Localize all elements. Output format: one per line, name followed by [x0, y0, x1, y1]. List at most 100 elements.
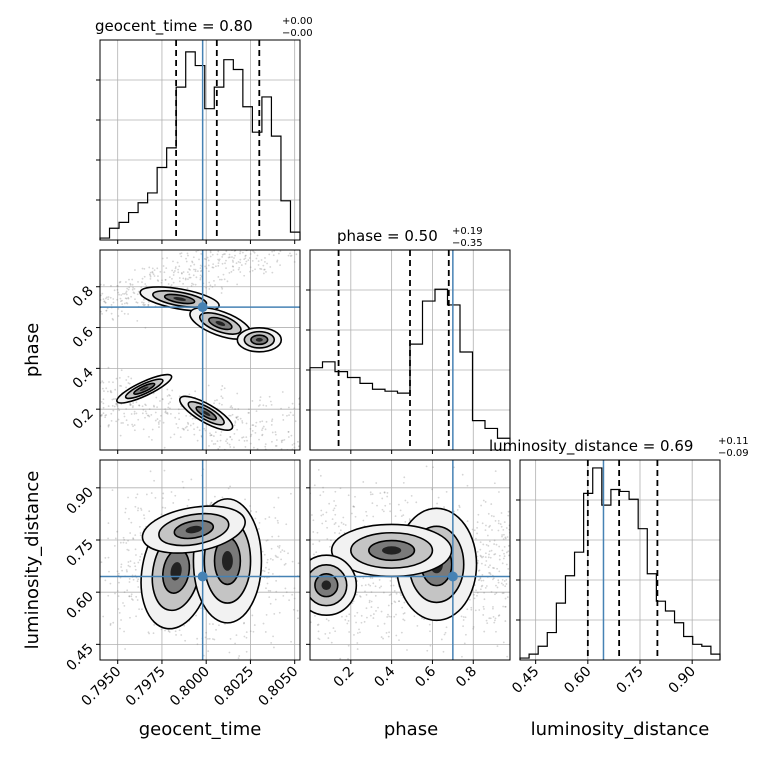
sample-point	[104, 301, 107, 304]
sample-point	[264, 631, 267, 633]
sample-point	[501, 579, 504, 581]
sample-point	[256, 447, 259, 450]
sample-point	[245, 244, 247, 246]
sample-point	[270, 243, 272, 245]
sample-point	[94, 587, 96, 589]
sample-point	[168, 407, 171, 410]
sample-point	[318, 540, 321, 543]
sample-point	[365, 510, 368, 513]
sample-point	[244, 262, 247, 265]
sample-point	[479, 554, 482, 557]
sample-point	[494, 470, 497, 473]
sample-point	[283, 438, 286, 441]
sample-point	[96, 576, 98, 578]
sample-point	[127, 288, 130, 291]
sample-point	[356, 632, 359, 634]
sample-point	[490, 549, 493, 552]
sample-point	[178, 265, 181, 268]
sample-point	[286, 235, 288, 237]
sample-point	[290, 640, 292, 643]
sample-point	[333, 500, 336, 502]
sample-point	[254, 517, 257, 520]
sample-point	[492, 606, 494, 608]
sample-point	[110, 284, 112, 287]
sample-point	[493, 482, 496, 485]
sample-point	[205, 258, 207, 261]
sample-point	[341, 615, 343, 618]
sample-point	[182, 428, 185, 430]
sample-point	[269, 602, 272, 605]
sample-point	[506, 655, 509, 658]
sample-point	[265, 270, 267, 273]
sample-point	[290, 434, 293, 437]
sample-point	[347, 658, 349, 660]
sample-point	[392, 584, 395, 587]
sample-point	[318, 638, 321, 641]
sample-point	[127, 313, 129, 315]
sample-point	[275, 579, 278, 582]
sample-point	[245, 260, 248, 263]
sample-point	[504, 585, 507, 588]
sample-point	[177, 271, 180, 274]
sample-point	[122, 292, 124, 295]
sample-point	[224, 262, 226, 265]
sample-point	[328, 632, 331, 634]
sample-point	[507, 514, 510, 517]
sample-point	[483, 608, 485, 610]
sample-point	[262, 425, 265, 428]
sample-point	[270, 547, 273, 550]
sample-point	[214, 399, 216, 402]
sample-point	[180, 272, 183, 274]
sample-point	[44, 523, 46, 525]
p10-contour-fill-1-3	[215, 320, 226, 326]
sample-point	[393, 600, 396, 603]
sample-point	[138, 525, 141, 528]
sample-point	[192, 422, 195, 425]
sample-point	[257, 451, 259, 453]
sample-point	[139, 534, 142, 537]
sample-point	[229, 446, 232, 448]
sample-point	[260, 246, 262, 248]
sample-point	[117, 418, 120, 421]
ytick-label-phase-2: 0.6	[70, 324, 97, 351]
sample-point	[238, 439, 241, 442]
sample-point	[107, 425, 110, 428]
sample-point	[177, 426, 179, 429]
sample-point	[406, 649, 408, 651]
sample-point	[268, 516, 271, 519]
sample-point	[123, 412, 126, 415]
sample-point	[248, 411, 250, 414]
sample-point	[105, 309, 108, 312]
sample-point	[480, 579, 483, 582]
sample-point	[174, 494, 177, 497]
sample-point	[229, 414, 232, 417]
sample-point	[377, 606, 379, 609]
sample-point	[191, 282, 193, 285]
sample-point	[492, 566, 494, 569]
sample-point	[269, 453, 271, 455]
sample-point	[131, 278, 134, 281]
sample-point	[103, 390, 105, 392]
p10-contour-line-4-0	[179, 395, 234, 431]
sample-point	[255, 691, 257, 693]
sample-point	[296, 244, 298, 246]
sample-point	[230, 270, 233, 273]
sample-point	[372, 515, 375, 518]
sample-point	[470, 608, 473, 611]
sample-point	[143, 517, 146, 520]
sample-point	[135, 554, 137, 556]
p10-contour-line-3-1	[124, 378, 164, 400]
sample-point	[145, 493, 148, 496]
sample-point	[393, 590, 396, 592]
sample-point	[243, 440, 246, 442]
sample-point	[164, 408, 167, 411]
sample-point	[507, 567, 510, 570]
sample-point	[139, 555, 142, 558]
sample-point	[136, 580, 139, 583]
sample-point	[120, 300, 122, 303]
sample-point	[239, 258, 242, 261]
sample-point	[220, 395, 223, 398]
hist-line-phase	[309, 288, 511, 450]
sample-point	[102, 412, 105, 415]
sample-point	[209, 284, 212, 287]
